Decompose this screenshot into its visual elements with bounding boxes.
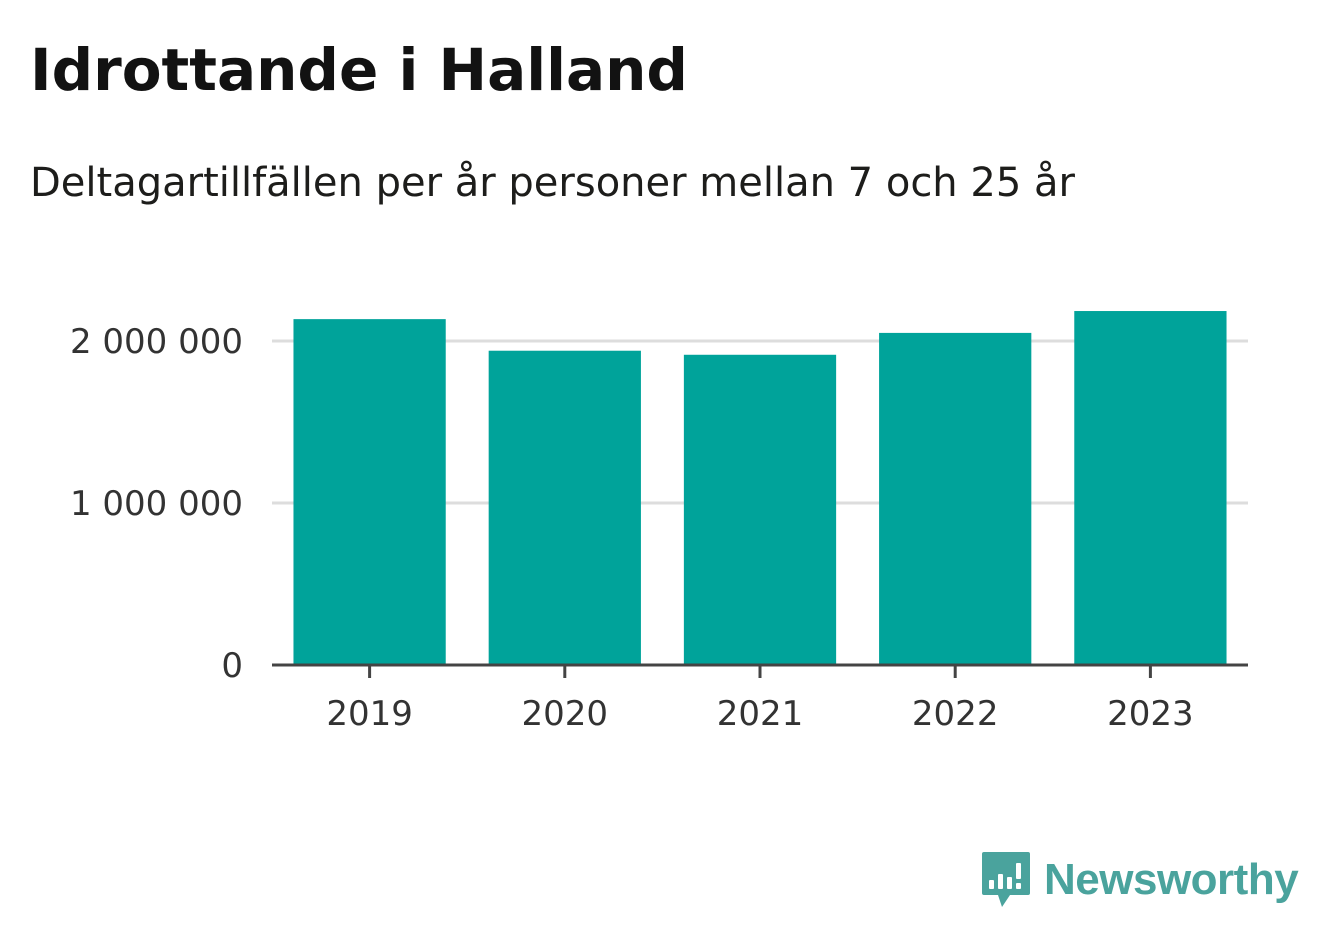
y-tick-label: 0: [221, 646, 243, 686]
bar-2023: [1074, 311, 1227, 665]
chart-subtitle: Deltagartillfällen per år personer mella…: [30, 160, 1075, 206]
y-tick-label: 1 000 000: [70, 484, 243, 524]
bar-2019: [293, 319, 446, 665]
bars: [293, 311, 1227, 665]
newsworthy-logo: Newsworthy: [980, 848, 1299, 912]
y-tick-label: 2 000 000: [70, 322, 243, 362]
newsworthy-chart-bubble-icon: [982, 852, 1030, 907]
bar-2020: [488, 350, 641, 665]
x-tick-label: 2019: [326, 694, 413, 734]
x-tick-label: 2021: [717, 694, 804, 734]
x-tick-label: 2023: [1107, 694, 1194, 734]
bar-2022: [879, 332, 1032, 665]
bar-2021: [683, 354, 837, 665]
chart-title: Idrottande i Halland: [30, 36, 688, 104]
x-tick-label: 2022: [912, 694, 999, 734]
logo-text: Newsworthy: [1044, 855, 1299, 904]
x-tick-label: 2020: [522, 694, 609, 734]
axes: 0 1 000 000 2 000 000 2019 2020 2021 2022 2023: [70, 322, 1248, 734]
